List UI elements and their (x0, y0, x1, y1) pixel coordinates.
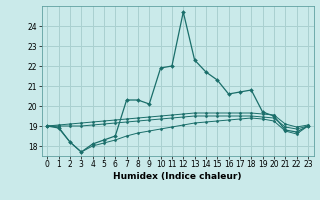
X-axis label: Humidex (Indice chaleur): Humidex (Indice chaleur) (113, 172, 242, 181)
